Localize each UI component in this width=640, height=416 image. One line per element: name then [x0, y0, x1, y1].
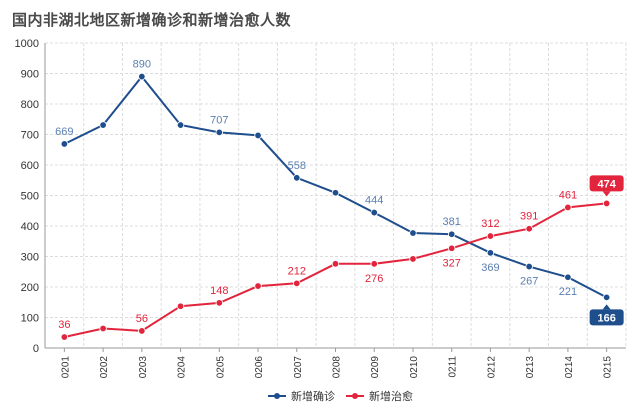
y-tick-label: 700	[21, 130, 39, 142]
data-point	[564, 273, 572, 281]
data-point	[176, 121, 185, 129]
data-point	[215, 299, 223, 307]
legend-label: 新增确诊	[291, 389, 335, 403]
data-point	[176, 302, 185, 310]
data-point	[99, 324, 107, 333]
data-label: 212	[288, 265, 306, 277]
y-tick-label: 1000	[15, 38, 39, 50]
data-point	[331, 260, 340, 268]
data-label: 327	[443, 257, 461, 269]
x-tick-label: 0212	[486, 356, 497, 379]
data-point	[215, 128, 223, 137]
data-label: 474	[597, 178, 616, 190]
data-label: 276	[365, 273, 383, 285]
data-label: 558	[288, 160, 306, 172]
data-point	[370, 260, 378, 268]
data-point	[602, 293, 611, 302]
data-label: 391	[520, 211, 538, 223]
callout-pointer	[602, 191, 611, 197]
y-tick-label: 100	[21, 313, 39, 325]
y-tick-label: 400	[21, 221, 39, 233]
x-tick-label: 0202	[99, 356, 110, 379]
x-tick-label: 0215	[603, 356, 614, 379]
data-point	[254, 131, 262, 140]
x-tick-label: 0204	[177, 356, 188, 379]
x-tick-label: 0211	[448, 356, 459, 378]
data-point	[486, 232, 495, 240]
data-point	[138, 327, 146, 335]
data-point	[564, 203, 572, 212]
x-tick-label: 0201	[60, 356, 71, 379]
y-tick-label: 300	[21, 252, 39, 264]
legend-swatch-marker	[352, 393, 358, 399]
data-point	[254, 282, 262, 290]
data-point	[409, 255, 417, 263]
legend-swatch-marker	[274, 393, 280, 399]
x-tick-label: 0213	[525, 356, 536, 379]
x-tick-label: 0210	[409, 356, 420, 379]
data-label: 221	[559, 286, 577, 298]
data-point	[448, 244, 456, 252]
data-label: 369	[481, 262, 499, 274]
data-label: 148	[210, 285, 228, 297]
data-point	[409, 229, 417, 237]
data-point	[60, 333, 69, 341]
x-tick-label: 0207	[293, 356, 304, 379]
data-point	[293, 174, 301, 182]
legend-label: 新增治愈	[369, 389, 413, 403]
data-point	[99, 121, 107, 129]
y-tick-label: 600	[21, 160, 39, 172]
data-point	[370, 208, 378, 217]
x-tick-label: 0208	[332, 356, 343, 379]
data-point	[293, 279, 301, 288]
data-label: 267	[520, 276, 538, 288]
data-point	[602, 199, 611, 208]
data-point	[138, 72, 146, 81]
callout-box	[589, 175, 624, 192]
chart-title: 国内非湖北地区新增确诊和新增治愈人数	[12, 11, 292, 29]
data-point	[448, 230, 456, 238]
data-label: 890	[133, 59, 151, 71]
data-point	[525, 262, 533, 271]
y-tick-label: 500	[21, 191, 39, 203]
data-label: 461	[559, 189, 577, 201]
callout-box	[589, 309, 624, 326]
x-tick-label: 0206	[254, 356, 265, 379]
data-point	[525, 225, 533, 233]
callout-pointer	[602, 304, 611, 310]
data-label: 312	[481, 218, 499, 230]
x-tick-label: 0205	[215, 356, 226, 379]
data-label: 707	[210, 114, 228, 126]
y-tick-label: 800	[21, 99, 39, 111]
y-tick-label: 0	[33, 343, 39, 355]
data-label: 381	[443, 216, 461, 228]
x-tick-label: 0209	[370, 356, 381, 379]
x-tick-label: 0214	[564, 356, 575, 379]
data-label: 444	[365, 195, 383, 207]
y-tick-label: 900	[21, 69, 39, 81]
x-tick-label: 0203	[138, 356, 149, 379]
data-label: 36	[58, 319, 70, 331]
y-tick-label: 200	[21, 282, 39, 294]
data-point	[331, 189, 340, 197]
data-point	[486, 249, 495, 257]
data-label: 56	[136, 313, 148, 325]
data-label: 166	[597, 312, 615, 324]
data-label: 669	[55, 126, 73, 138]
data-point	[60, 140, 69, 148]
